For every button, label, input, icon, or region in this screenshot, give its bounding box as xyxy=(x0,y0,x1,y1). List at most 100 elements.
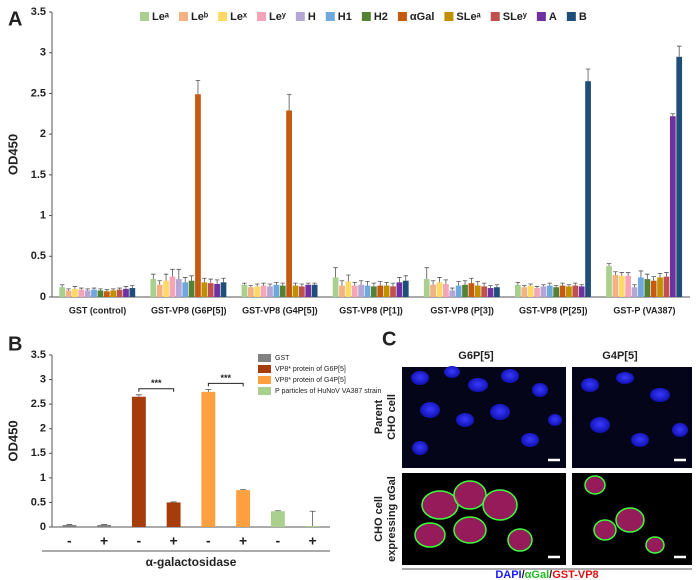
bar xyxy=(657,277,663,297)
error-bar xyxy=(312,282,317,285)
legend-label: VP8* protein of G6P[5] xyxy=(275,366,346,373)
x-tick-label: GST-VP8 (P[1]) xyxy=(339,305,403,315)
bar xyxy=(305,284,312,297)
legend-label: B xyxy=(579,11,587,23)
error-bar xyxy=(469,277,474,284)
error-bar xyxy=(189,275,194,281)
column-header: G6P[5] xyxy=(458,350,494,362)
y-tick-label: 0.5 xyxy=(31,250,46,262)
bar xyxy=(311,284,318,297)
error-bar xyxy=(221,277,226,283)
legend-swatch xyxy=(397,12,407,21)
error-bar xyxy=(522,285,527,288)
legend-swatch xyxy=(218,12,228,21)
legend-swatch xyxy=(536,12,546,21)
bar xyxy=(214,283,220,297)
significance-bracket xyxy=(138,388,175,392)
legend-label: H2 xyxy=(374,11,388,23)
error-bar xyxy=(299,283,305,287)
error-bar xyxy=(267,283,273,287)
error-bar xyxy=(632,284,637,288)
bar xyxy=(270,511,285,527)
bar xyxy=(91,289,97,297)
error-bar xyxy=(371,282,377,287)
annotation: *** xyxy=(220,373,231,383)
bar xyxy=(527,285,534,297)
error-bar xyxy=(117,287,122,290)
error-bar xyxy=(613,271,618,276)
bar xyxy=(195,94,201,297)
y-tick-label: 1.5 xyxy=(31,169,46,181)
error-bar xyxy=(79,287,84,290)
error-bar xyxy=(528,283,533,286)
bar xyxy=(430,284,436,297)
error-bar xyxy=(638,270,644,278)
x-tick-label: + xyxy=(170,533,178,549)
error-bar xyxy=(515,281,521,285)
error-bar xyxy=(352,281,357,286)
bar xyxy=(207,283,214,297)
bar xyxy=(175,279,182,297)
bar xyxy=(396,282,403,297)
error-bar xyxy=(585,68,591,82)
error-bar xyxy=(481,282,487,287)
error-bar xyxy=(205,389,212,392)
error-bar xyxy=(619,272,625,276)
legend-label: Leˣ xyxy=(230,11,248,23)
legend-swatch xyxy=(566,12,576,21)
bar xyxy=(201,391,216,527)
legend-swatch xyxy=(258,376,271,384)
row-label: CHO cellexpressing αGal xyxy=(373,476,398,562)
bar xyxy=(669,116,676,297)
error-bar xyxy=(98,288,103,291)
error-bar xyxy=(123,286,129,289)
bar xyxy=(625,275,632,297)
bar xyxy=(305,526,320,527)
bar xyxy=(292,285,299,297)
legend-label: Leᵃ xyxy=(152,11,170,23)
error-bar xyxy=(566,284,572,287)
legend-swatch xyxy=(258,387,271,395)
bar xyxy=(578,286,585,297)
bar xyxy=(468,283,475,297)
row-label: ParentCHO cell xyxy=(373,394,398,440)
legend-label: P particles of HuNoV VA387 strain xyxy=(275,388,381,395)
error-bar xyxy=(208,278,213,284)
error-bar xyxy=(248,285,254,288)
caption: DAPI/αGal/GST-VP8 xyxy=(495,569,598,580)
x-tick-label: GST (control) xyxy=(69,305,127,315)
error-bar xyxy=(151,273,156,280)
error-bar xyxy=(625,272,631,276)
bar xyxy=(103,291,110,297)
x-tick-label: - xyxy=(137,533,142,549)
error-bar xyxy=(488,285,493,289)
bar xyxy=(521,287,528,297)
x-axis-title: α-galactosidase xyxy=(146,555,237,569)
y-axis-title: OD450 xyxy=(5,420,20,461)
bar xyxy=(455,285,462,297)
error-bar xyxy=(437,277,442,283)
error-bar xyxy=(676,45,682,57)
y-tick-label: 3 xyxy=(40,373,46,385)
x-tick-label: GST-VP8 (P[3]) xyxy=(430,305,494,315)
y-tick-label: 3 xyxy=(40,47,46,59)
error-bar xyxy=(261,282,266,286)
bar xyxy=(59,287,66,297)
bar xyxy=(254,286,261,297)
bar xyxy=(390,286,396,297)
y-tick-label: 1 xyxy=(40,472,46,484)
bar xyxy=(201,282,208,297)
bar xyxy=(377,285,384,297)
bar xyxy=(585,81,591,297)
bar xyxy=(358,284,364,297)
x-tick-label: - xyxy=(206,533,211,549)
y-tick-label: 1.5 xyxy=(31,447,46,459)
error-bar xyxy=(286,93,292,111)
error-bar xyxy=(365,281,370,286)
bar xyxy=(487,288,494,297)
error-bar xyxy=(541,284,546,287)
bar xyxy=(332,277,339,297)
nuclei xyxy=(411,366,688,455)
error-bar xyxy=(72,286,78,289)
bar xyxy=(116,289,123,297)
